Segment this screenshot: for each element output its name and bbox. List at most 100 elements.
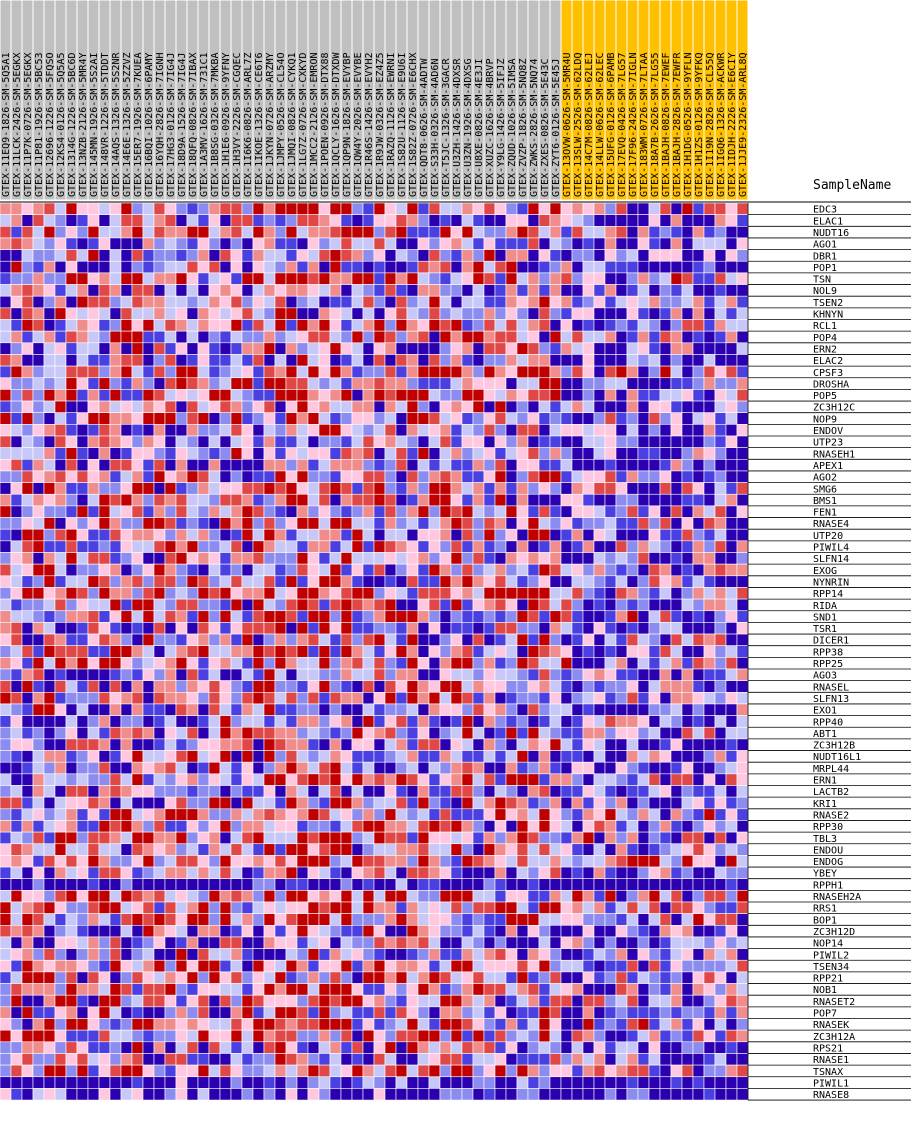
- heatmap-cell: [10, 237, 23, 250]
- heatmap-cell: [54, 598, 67, 612]
- heatmap-cell: [241, 237, 254, 250]
- heatmap-cell: [527, 214, 540, 227]
- heatmap-cell: [87, 738, 100, 751]
- heatmap-cell: [714, 540, 727, 553]
- heatmap-cell: [648, 820, 661, 833]
- heatmap-cell: [538, 505, 551, 518]
- heatmap-cell: [208, 738, 221, 751]
- heatmap-cell: [175, 587, 188, 600]
- heatmap-cell: [87, 773, 100, 786]
- heatmap-cell: [43, 843, 56, 856]
- heatmap-cell: [736, 924, 749, 938]
- heatmap-cell: [109, 703, 122, 716]
- heatmap-cell: [351, 878, 364, 891]
- heatmap-cell: [417, 959, 430, 973]
- heatmap-cell: [615, 738, 628, 751]
- column-label: GTEX-XUZC-1626-SM-4BRVP: [485, 59, 496, 197]
- heatmap-cell: [516, 389, 529, 402]
- heatmap-cell: [593, 691, 606, 705]
- heatmap-cell: [329, 295, 342, 309]
- heatmap-cell: [560, 424, 573, 437]
- heatmap-cell: [21, 773, 34, 786]
- heatmap-cell: [329, 657, 342, 670]
- heatmap-cell: [230, 284, 243, 297]
- heatmap-cell: [736, 249, 749, 262]
- heatmap-cell: [428, 1018, 441, 1031]
- heatmap-cell: [197, 785, 210, 798]
- heatmap-cell: [406, 645, 419, 658]
- heatmap-cell: [461, 959, 474, 973]
- heatmap-cell: [362, 493, 375, 507]
- heatmap-cell: [472, 691, 485, 705]
- heatmap-cell: [131, 307, 144, 320]
- heatmap-cell: [329, 517, 342, 530]
- heatmap-cell: [153, 400, 166, 413]
- heatmap-cell: [626, 319, 639, 332]
- heatmap-cell: [65, 424, 78, 437]
- heatmap-cell: [263, 831, 276, 845]
- heatmap-cell: [0, 820, 12, 833]
- heatmap-cell: [120, 901, 133, 914]
- heatmap-cell: [538, 307, 551, 320]
- heatmap-cell: [450, 657, 463, 670]
- heatmap-cell: [494, 831, 507, 845]
- heatmap-cell: [252, 971, 265, 984]
- heatmap-cell: [593, 738, 606, 751]
- heatmap-cell: [340, 831, 353, 845]
- heatmap-cell: [54, 808, 67, 821]
- heatmap-cell: [494, 808, 507, 821]
- heatmap-cell: [230, 936, 243, 949]
- heatmap-cell: [32, 319, 45, 332]
- heatmap-cell: [351, 226, 364, 239]
- heatmap-cell: [505, 295, 518, 309]
- heatmap-cell: [285, 365, 298, 379]
- heatmap-cell: [153, 878, 166, 891]
- heatmap-cell: [230, 447, 243, 460]
- heatmap-cell: [549, 458, 562, 472]
- heatmap-cell: [494, 726, 507, 740]
- heatmap-cell: [505, 971, 518, 984]
- heatmap-cell: [494, 773, 507, 786]
- heatmap-cell: [582, 936, 595, 949]
- heatmap-cell: [604, 540, 617, 553]
- heatmap-cell: [340, 796, 353, 810]
- heatmap-cell: [626, 528, 639, 542]
- heatmap-cell: [450, 610, 463, 623]
- heatmap-cell: [230, 890, 243, 903]
- heatmap-cell: [307, 563, 320, 577]
- heatmap-cell: [65, 540, 78, 553]
- heatmap-cell: [428, 435, 441, 448]
- heatmap-cell: [307, 528, 320, 542]
- heatmap-cell: [241, 924, 254, 938]
- heatmap-cell: [593, 948, 606, 961]
- heatmap-cell: [681, 622, 694, 635]
- heatmap-cell: [604, 668, 617, 681]
- heatmap-cell: [560, 785, 573, 798]
- heatmap-cell: [692, 959, 705, 973]
- heatmap-cell: [109, 738, 122, 751]
- heatmap-cell: [472, 226, 485, 239]
- heatmap-cell: [472, 249, 485, 262]
- heatmap-cell: [725, 831, 738, 845]
- heatmap-cell: [582, 820, 595, 833]
- heatmap-cell: [428, 354, 441, 367]
- heatmap-cell: [241, 307, 254, 320]
- heatmap-cell: [153, 924, 166, 938]
- heatmap-cell: [428, 761, 441, 775]
- heatmap-cell: [318, 994, 331, 1008]
- heatmap-cell: [505, 680, 518, 693]
- heatmap-cell: [10, 913, 23, 926]
- heatmap-cell: [472, 645, 485, 658]
- heatmap-cell: [76, 761, 89, 775]
- heatmap-cell: [43, 773, 56, 786]
- heatmap-cell: [648, 994, 661, 1008]
- heatmap-cell: [87, 1006, 100, 1019]
- heatmap-cell: [65, 610, 78, 623]
- heatmap-cell: [461, 866, 474, 879]
- heatmap-cell: [54, 260, 67, 274]
- heatmap-cell: [516, 878, 529, 891]
- heatmap-cell: [626, 878, 639, 891]
- heatmap-cell: [263, 458, 276, 472]
- column-label: GTEX-QDT8-0626-SM-4ADTW: [419, 58, 430, 197]
- heatmap-cell: [615, 493, 628, 507]
